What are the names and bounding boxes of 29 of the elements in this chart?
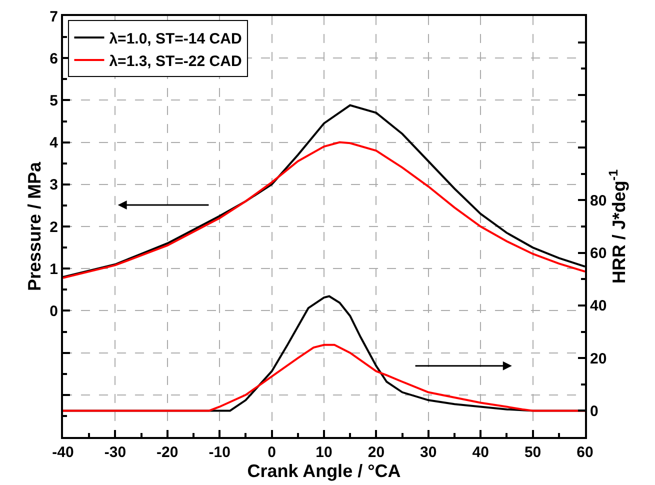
x-tick-label: 30: [420, 444, 437, 461]
y-tick-label: 0: [50, 302, 58, 320]
y-axis-title: Pressure / MPa: [24, 160, 44, 292]
x-tick-label: -10: [208, 444, 230, 461]
y2-tick-label: 20: [590, 350, 607, 368]
x-tick-label: 20: [368, 444, 385, 461]
y-tick-label: 3: [50, 176, 58, 194]
y-tick-label: 5: [50, 92, 58, 110]
y2-tick-label: 0: [590, 402, 598, 420]
y-tick-label: 4: [50, 134, 59, 152]
line-series: [63, 141, 585, 279]
x-tick-label: 0: [268, 444, 276, 461]
x-tick-label: -20: [156, 444, 178, 461]
y-tick-label: 7: [50, 8, 58, 26]
x-tick-label: 50: [524, 444, 542, 461]
x-tick-label: 60: [576, 444, 594, 461]
y2-tick-label: 80: [590, 192, 607, 210]
legend-label: λ=1.0, ST=-14 CAD: [109, 30, 242, 48]
x-axis-title: Crank Angle / °CA: [247, 461, 401, 481]
y2-tick-label: 60: [590, 245, 607, 262]
x-tick-label: 40: [472, 444, 489, 461]
x-tick-label: -30: [104, 444, 126, 461]
y-tick-label: 1: [50, 260, 58, 278]
y-tick-label: 6: [50, 50, 58, 68]
x-tick-label: -40: [52, 444, 74, 461]
legend-label: λ=1.3, ST=-22 CAD: [109, 52, 242, 70]
x-tick-label: 10: [316, 444, 332, 461]
y-tick-label: 2: [50, 218, 58, 236]
y2-tick-label: 40: [590, 298, 607, 315]
